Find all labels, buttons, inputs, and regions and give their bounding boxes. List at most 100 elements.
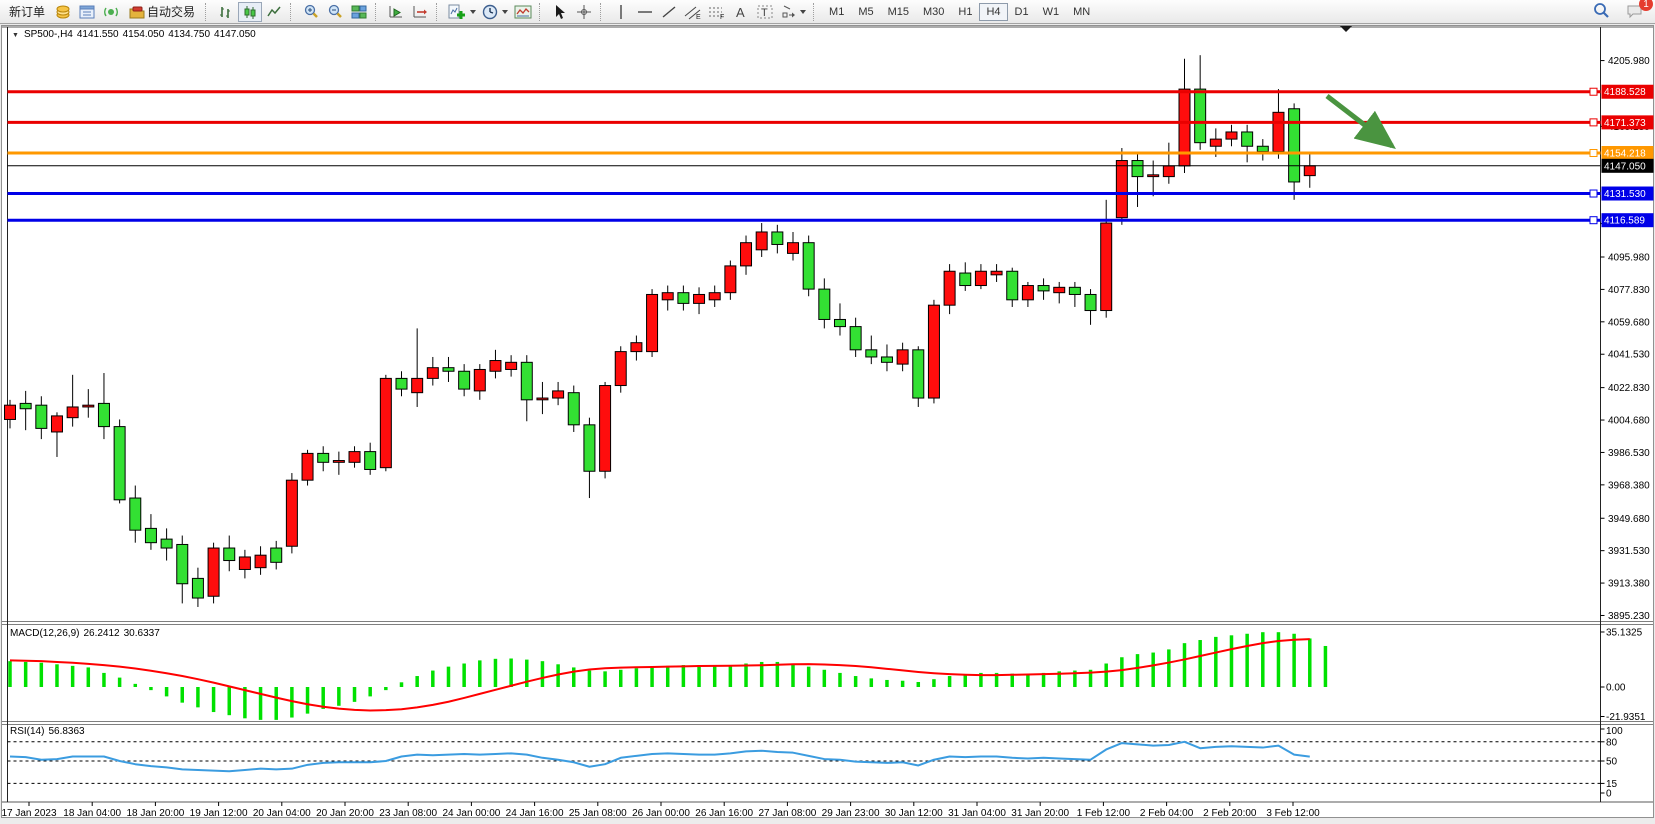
svg-text:31 Jan 20:00: 31 Jan 20:00 (1011, 808, 1069, 819)
crosshair-button[interactable] (572, 2, 596, 22)
svg-text:3895.230: 3895.230 (1608, 611, 1650, 622)
search-button[interactable] (1589, 1, 1613, 21)
chart-shift-button[interactable] (408, 2, 432, 22)
zoom-out-button[interactable] (323, 2, 347, 22)
symbol-period: SP500-,H4 (23, 29, 73, 40)
shift-marker-icon (1340, 26, 1352, 32)
bar-chart-type-button[interactable] (214, 2, 238, 22)
svg-text:E: E (696, 14, 701, 20)
chevron-down-icon (502, 9, 509, 14)
svg-text:1 Feb 12:00: 1 Feb 12:00 (1077, 808, 1131, 819)
autotrade-button[interactable]: 自动交易 (123, 2, 201, 22)
text-label-icon: T (757, 4, 773, 20)
auto-scroll-icon (388, 4, 404, 20)
notification-badge: 1 (1639, 0, 1653, 11)
chevron-down-icon (470, 9, 477, 14)
line-chart-type-button[interactable] (262, 2, 286, 22)
horizontal-line-icon (637, 4, 653, 20)
price-badge-4147.050 (1601, 158, 1654, 173)
fibonacci-button[interactable]: F (705, 2, 729, 22)
close-value: 4147.050 (214, 29, 256, 40)
channel-button[interactable]: E (681, 2, 705, 22)
separator (813, 2, 818, 21)
tf-button-D1[interactable]: D1 (1014, 5, 1029, 18)
svg-text:2 Feb 04:00: 2 Feb 04:00 (1140, 808, 1194, 819)
market-watch-icon (55, 4, 71, 20)
collapse-icon[interactable]: ▼ (12, 32, 19, 39)
price-badge-4116.589 (1601, 213, 1654, 228)
svg-text:4041.530: 4041.530 (1608, 350, 1650, 361)
svg-text:F: F (720, 14, 724, 20)
crosshair-icon (576, 4, 592, 20)
price-badge-4154.218 (1601, 146, 1654, 161)
svg-text:3931.530: 3931.530 (1608, 546, 1650, 557)
separator (436, 2, 441, 21)
svg-text:18 Jan 20:00: 18 Jan 20:00 (126, 808, 184, 819)
tf-button-M1[interactable]: M1 (829, 5, 845, 18)
price-badge-4171.373 (1601, 115, 1654, 130)
channel-icon: E (684, 4, 702, 20)
text-icon: A (734, 4, 748, 20)
svg-text:3913.380: 3913.380 (1608, 579, 1650, 590)
cursor-icon (552, 4, 568, 20)
tf-button-H1[interactable]: H1 (958, 5, 973, 18)
horizontal-line-button[interactable] (633, 2, 657, 22)
tf-button-M15[interactable]: M15 (887, 5, 909, 18)
svg-text:15: 15 (1606, 779, 1618, 790)
templates-button[interactable] (511, 2, 535, 22)
svg-text:0: 0 (1606, 789, 1612, 800)
data-window-icon (79, 4, 95, 20)
text-label-button[interactable]: T (753, 2, 777, 22)
svg-text:-21.9351: -21.9351 (1606, 712, 1646, 723)
bar-chart-icon (218, 4, 234, 20)
notifications-button[interactable]: 1 (1623, 0, 1653, 21)
open-value: 4141.550 (76, 29, 119, 40)
templates-icon (514, 4, 532, 20)
rsi-value: 56.8363 (48, 726, 85, 737)
cursor-button[interactable] (548, 2, 572, 22)
text-button[interactable]: A (729, 2, 753, 22)
tf-button-M5[interactable]: M5 (858, 5, 874, 18)
svg-text:4095.980: 4095.980 (1608, 253, 1650, 264)
svg-text:T: T (761, 7, 768, 19)
separator (290, 2, 295, 21)
svg-text:26 Jan 16:00: 26 Jan 16:00 (695, 808, 753, 819)
periods-button[interactable] (479, 2, 511, 22)
auto-scroll-button[interactable] (384, 2, 408, 22)
rsi-label: RSI(14) 56.8363 (10, 726, 85, 737)
data-window-button[interactable] (75, 2, 99, 22)
separator (539, 2, 544, 21)
svg-text:4116.589: 4116.589 (1604, 216, 1645, 227)
tile-windows-icon (351, 4, 367, 20)
toolbar: 新订单 自动交易 (0, 0, 1655, 24)
candle-chart-type-button[interactable] (238, 1, 263, 22)
zoom-in-button[interactable] (299, 2, 323, 22)
indicators-icon (448, 4, 466, 20)
market-watch-button[interactable] (51, 2, 75, 22)
zoom-out-icon (327, 4, 343, 20)
svg-text:20 Jan 04:00: 20 Jan 04:00 (253, 808, 311, 819)
navigator-button[interactable] (99, 2, 123, 22)
svg-text:17 Jan 2023: 17 Jan 2023 (1, 808, 56, 819)
svg-text:4059.680: 4059.680 (1608, 317, 1650, 328)
shapes-icon (780, 4, 796, 20)
svg-text:4147.050: 4147.050 (1604, 161, 1646, 172)
new-order-button[interactable]: 新订单 (9, 5, 46, 19)
indicators-button[interactable] (445, 2, 479, 22)
trendline-button[interactable] (657, 2, 681, 22)
tf-button-H4[interactable]: H4 (979, 2, 1008, 21)
shapes-button[interactable] (777, 2, 809, 22)
vertical-line-button[interactable] (609, 2, 633, 22)
vertical-line-icon (614, 4, 628, 20)
tf-button-W1[interactable]: W1 (1042, 5, 1060, 18)
svg-text:4188.528: 4188.528 (1604, 87, 1646, 98)
tile-windows-button[interactable] (347, 2, 371, 22)
svg-text:4154.218: 4154.218 (1604, 149, 1646, 160)
tf-button-MN[interactable]: MN (1073, 5, 1091, 18)
tf-button-M30[interactable]: M30 (923, 5, 945, 18)
svg-text:4205.980: 4205.980 (1608, 56, 1650, 67)
high-value: 4154.050 (122, 29, 165, 40)
low-value: 4134.750 (168, 29, 211, 40)
svg-text:4171.373: 4171.373 (1604, 118, 1646, 129)
